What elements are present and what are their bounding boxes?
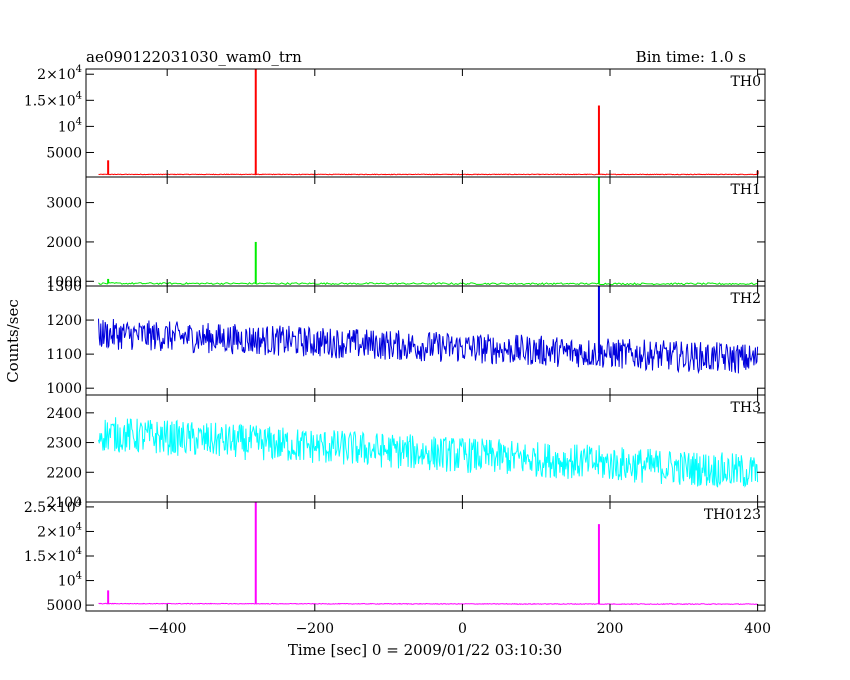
y-tick-label-exponent: 4 xyxy=(76,521,82,532)
y-tick-label: 1000 xyxy=(46,274,82,290)
x-tick-label: −400 xyxy=(148,621,186,637)
y-axis-label: Counts/sec xyxy=(4,299,22,383)
series-line-th1 xyxy=(98,282,758,286)
panel-th3: TH3 2100 2200 2300 2400 xyxy=(46,394,766,511)
y-tick-label: 2000 xyxy=(46,235,82,251)
x-tick-label: −200 xyxy=(296,621,334,637)
bin-time-label: Bin time: 1.0 s xyxy=(636,48,746,66)
y-tick-label: 1100 xyxy=(46,347,82,363)
panel-label: TH0123 xyxy=(704,507,761,523)
x-tick-label: 200 xyxy=(597,621,624,637)
panel-frame xyxy=(85,176,766,287)
panel-frame xyxy=(85,501,766,612)
y-tick-label: 2.5×104 xyxy=(24,497,82,516)
panels-group: TH050001041.5×1042×104TH1100020003000TH2… xyxy=(24,64,771,637)
panel-th1: TH1 1000 2000 3000 xyxy=(46,176,766,290)
y-tick-label: 1300 xyxy=(46,279,82,295)
x-tick-label: 400 xyxy=(744,621,771,637)
panel-th2: TH2 1000 1100 1200 1300 xyxy=(46,279,766,397)
y-tick-label: 5000 xyxy=(46,145,82,161)
panel-th0: TH0 5000 104 1.5×104 2×104 xyxy=(24,64,766,178)
y-tick-label: 1000 xyxy=(46,381,82,397)
x-tick-label: 0 xyxy=(458,621,467,637)
y-tick-label: 1.5×104 xyxy=(24,546,82,565)
y-tick-label-exponent: 4 xyxy=(76,497,82,508)
series-line-th2 xyxy=(98,318,759,375)
y-tick-label: 2200 xyxy=(46,465,82,481)
y-tick-label: 1200 xyxy=(46,313,82,329)
y-tick-label: 1.5×104 xyxy=(24,90,82,109)
series-line-th3 xyxy=(98,417,759,488)
series-line-th0123 xyxy=(98,602,758,606)
y-tick-label-exponent: 4 xyxy=(76,571,82,582)
y-tick-label-exponent: 4 xyxy=(76,116,82,127)
panel-frame xyxy=(85,68,766,178)
y-tick-label: 2×104 xyxy=(37,521,82,540)
y-tick-label: 104 xyxy=(58,116,82,135)
panel-label: TH1 xyxy=(731,182,761,198)
panel-th0123: TH0123 5000 104 1.5×104 2×104 2.5×104 xyxy=(24,497,766,614)
y-tick-label-exponent: 4 xyxy=(76,64,82,75)
panel-label: TH0 xyxy=(731,74,761,90)
panel-label: TH3 xyxy=(731,400,761,416)
panel-label: TH2 xyxy=(731,291,761,307)
series-line-th0 xyxy=(98,173,758,176)
y-tick-label-exponent: 4 xyxy=(76,90,82,101)
y-tick-label-exponent: 4 xyxy=(76,546,82,557)
y-tick-label: 104 xyxy=(58,571,82,590)
chart-title: ae090122031030_wam0_trn xyxy=(86,48,302,66)
y-tick-label: 2300 xyxy=(46,436,82,452)
x-axis-label: Time [sec] 0 = 2009/01/22 03:10:30 xyxy=(288,641,562,659)
y-tick-label: 2400 xyxy=(46,406,82,422)
y-tick-label: 3000 xyxy=(46,196,82,212)
y-tick-label: 2×104 xyxy=(37,64,82,83)
y-tick-label: 5000 xyxy=(46,598,82,614)
y-tick-label: 2100 xyxy=(46,495,82,511)
